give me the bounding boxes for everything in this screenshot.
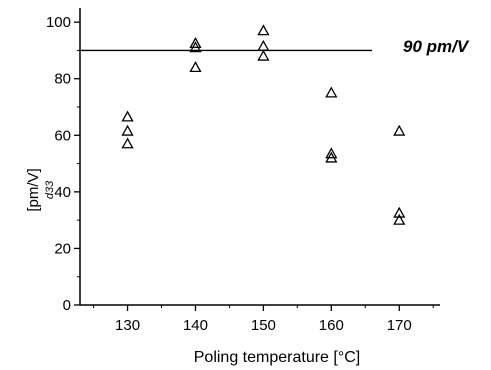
y-tick-label: 100 xyxy=(46,14,71,31)
data-point xyxy=(121,110,134,122)
y-axis-title: [pm/V] xyxy=(25,168,42,211)
data-point xyxy=(189,41,202,53)
data-points xyxy=(121,24,406,225)
data-point xyxy=(393,124,406,136)
x-ticks: 130 140 150 160 170 xyxy=(93,305,434,334)
data-point xyxy=(393,213,406,225)
y-axis-symbol: d33 xyxy=(44,180,56,199)
y-tick-label: 40 xyxy=(54,184,71,201)
axes xyxy=(79,8,440,306)
x-tick-label: 170 xyxy=(387,317,412,334)
y-tick-label: 80 xyxy=(54,71,71,88)
y-tick-label: 20 xyxy=(54,240,71,257)
data-point xyxy=(121,137,134,149)
data-point xyxy=(257,49,270,61)
y-tick-label: 0 xyxy=(63,297,71,314)
data-point xyxy=(257,24,270,36)
data-point xyxy=(325,151,338,163)
x-tick-label: 160 xyxy=(319,317,344,334)
y-axis-symbol-text: d33 xyxy=(44,180,56,199)
reference-line-label: 90 pm/V xyxy=(403,37,470,56)
x-axis-title: Poling temperature [°C] xyxy=(194,349,360,366)
y-tick-label: 60 xyxy=(54,127,71,144)
y-axis-unit: [pm/V] xyxy=(25,168,42,211)
data-point xyxy=(121,124,134,136)
data-point xyxy=(189,61,202,73)
data-point xyxy=(393,206,406,218)
data-point xyxy=(189,37,202,49)
data-point xyxy=(325,86,338,98)
y-ticks: 0 20 40 60 80 100 xyxy=(46,14,80,314)
x-tick-label: 130 xyxy=(115,317,140,334)
data-point xyxy=(325,147,338,159)
x-tick-label: 150 xyxy=(251,317,276,334)
data-point xyxy=(257,39,270,51)
x-tick-label: 140 xyxy=(183,317,208,334)
